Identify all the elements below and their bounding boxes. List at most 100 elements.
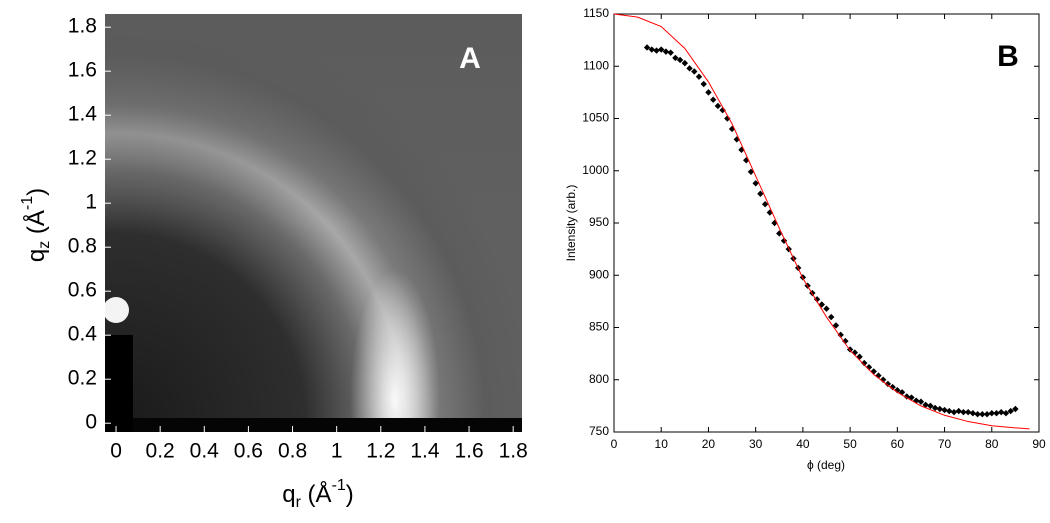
data-point bbox=[724, 115, 731, 122]
y-tick-label: 1000 bbox=[582, 163, 609, 177]
x-tick-label: 40 bbox=[796, 437, 810, 451]
x-axis-label: ϕ (deg) bbox=[807, 458, 845, 472]
x-tick-label: 60 bbox=[891, 437, 905, 451]
data-point bbox=[653, 47, 660, 54]
data-point bbox=[766, 209, 774, 216]
x-tick-label: 1.8 bbox=[499, 440, 528, 463]
data-point bbox=[879, 376, 887, 383]
y-tick-label: 0 bbox=[85, 411, 97, 434]
y-label-part: z bbox=[36, 241, 53, 249]
data-point bbox=[870, 368, 877, 375]
data-point bbox=[842, 337, 849, 345]
data-point bbox=[691, 68, 698, 75]
data-point bbox=[894, 387, 901, 394]
data-point bbox=[743, 157, 750, 164]
data-point bbox=[927, 402, 934, 410]
y-axis-label: qz (Å-1) bbox=[19, 188, 53, 262]
data-point bbox=[922, 401, 929, 409]
data-point bbox=[813, 296, 821, 303]
data-point bbox=[733, 136, 740, 143]
data-point bbox=[648, 46, 655, 53]
x-label-part: -1 bbox=[332, 477, 346, 494]
x-tick-label: 50 bbox=[843, 437, 857, 451]
y-tick-label: 1.8 bbox=[68, 15, 97, 38]
y-tick-label: 800 bbox=[589, 372, 609, 386]
data-point bbox=[960, 408, 967, 416]
data-point bbox=[695, 73, 703, 80]
y-tick-label: 1050 bbox=[582, 111, 609, 125]
y-tick-label: 1150 bbox=[583, 6, 609, 20]
x-tick-label: 0 bbox=[611, 437, 618, 451]
data-point bbox=[917, 398, 925, 405]
y-tick-label: 1100 bbox=[583, 58, 609, 72]
data-point bbox=[818, 301, 825, 308]
data-point bbox=[823, 305, 830, 312]
data-point bbox=[998, 408, 1005, 416]
y-label-part: -1 bbox=[19, 196, 36, 210]
data-point bbox=[686, 65, 693, 72]
y-tick-label: 0.2 bbox=[68, 367, 97, 390]
data-point bbox=[832, 322, 840, 329]
y-tick-label: 1.6 bbox=[68, 59, 97, 82]
data-point bbox=[889, 383, 896, 391]
x-tick-label: 1.4 bbox=[410, 440, 440, 463]
data-point bbox=[1012, 405, 1019, 413]
x-tick-label: 30 bbox=[749, 437, 763, 451]
data-point bbox=[861, 359, 868, 367]
data-point bbox=[1002, 409, 1010, 417]
scattering-image bbox=[105, 14, 522, 432]
x-tick-label: 0.4 bbox=[190, 440, 220, 463]
y-tick-label: 850 bbox=[589, 320, 609, 334]
data-point bbox=[1007, 407, 1014, 415]
data-point bbox=[676, 56, 684, 64]
y-tick-label: 0.4 bbox=[68, 323, 98, 346]
data-point bbox=[761, 200, 769, 208]
y-tick-label: 0.8 bbox=[68, 235, 97, 258]
x-tick-label: 0.2 bbox=[146, 440, 175, 463]
y-axis-label: Intensity (arb.) bbox=[564, 185, 578, 262]
data-point bbox=[714, 102, 722, 110]
x-tick-label: 1.6 bbox=[454, 440, 483, 463]
data-point bbox=[643, 44, 651, 51]
x-tick-label: 0.8 bbox=[278, 440, 307, 463]
data-point bbox=[709, 96, 717, 103]
x-label-part: q bbox=[282, 481, 295, 508]
x-tick-label: 80 bbox=[985, 437, 999, 451]
x-tick-label: 20 bbox=[702, 437, 716, 451]
y-tick-label: 0.6 bbox=[68, 279, 97, 302]
data-point bbox=[993, 409, 1000, 417]
x-tick-label: 0 bbox=[110, 440, 122, 463]
x-label-part: r bbox=[296, 494, 302, 511]
x-axis-label: qr (Å-1) bbox=[282, 477, 354, 511]
data-point bbox=[903, 393, 910, 400]
plot-frame bbox=[613, 13, 1040, 433]
x-tick-label: 1.2 bbox=[366, 440, 395, 463]
x-tick-label: 70 bbox=[938, 437, 952, 451]
data-point bbox=[719, 106, 726, 114]
y-tick-label: 1.2 bbox=[68, 147, 97, 170]
data-point bbox=[662, 48, 670, 55]
y-tick-label: 950 bbox=[589, 215, 609, 229]
data-point bbox=[936, 405, 944, 413]
data-point bbox=[776, 230, 783, 237]
data-point bbox=[913, 397, 920, 404]
data-point bbox=[941, 406, 948, 414]
panel-label: A bbox=[459, 42, 481, 75]
data-point bbox=[667, 49, 674, 56]
data-point bbox=[828, 313, 835, 321]
data-point bbox=[757, 190, 764, 197]
data-point bbox=[950, 408, 958, 416]
data-point bbox=[658, 46, 665, 53]
data-point bbox=[979, 411, 986, 418]
data-point bbox=[681, 59, 689, 67]
data-point bbox=[955, 407, 962, 415]
data-point bbox=[884, 380, 892, 388]
data-point bbox=[752, 180, 759, 187]
data-point bbox=[946, 407, 953, 415]
x-tick-label: 1 bbox=[331, 440, 343, 463]
data-point bbox=[837, 331, 844, 339]
x-tick-label: 0.6 bbox=[234, 440, 263, 463]
data-point bbox=[983, 411, 991, 418]
data-point bbox=[964, 408, 972, 416]
